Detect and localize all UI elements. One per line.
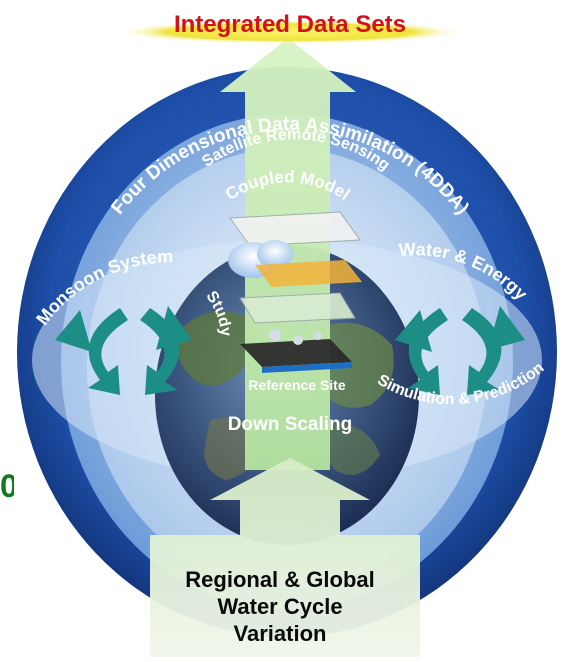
diagram-title: Integrated Data Sets [174,11,406,38]
cycle-arrowhead [55,310,92,352]
down-scaling-label: Down Scaling [228,414,353,435]
cycle-arrowhead [395,310,432,352]
cycle-arrowhead [488,306,525,350]
reference-site-layer [240,339,352,367]
continent-shape [177,311,256,386]
cycle-arrow [462,308,502,395]
mid-layer [239,292,356,324]
continent-shape [325,420,380,475]
bottom-label-line2: Water Cycle [217,594,343,619]
site-instrument-icon [269,329,281,341]
site-instrument-icon [314,332,322,340]
reference-site-label: Reference Site [248,377,345,393]
left-cycle-arrows [55,306,192,395]
site-instrument-icon [293,335,303,345]
right-cycle-arrows [395,306,525,395]
top-grid-layer [229,211,361,247]
cycle-arrow [88,308,128,395]
bottom-label-line1: Regional & Global [185,567,375,592]
title-glow [115,20,465,44]
bottom-arrow [150,458,420,657]
cycle-arrowhead [156,306,192,350]
edge-fragment: 0 [0,468,14,504]
cloud-icon [257,240,293,268]
heat-layer [255,260,362,287]
model-layers [228,211,362,373]
bottom-label-line3: Variation [233,621,327,646]
reference-site-edge [262,362,352,373]
